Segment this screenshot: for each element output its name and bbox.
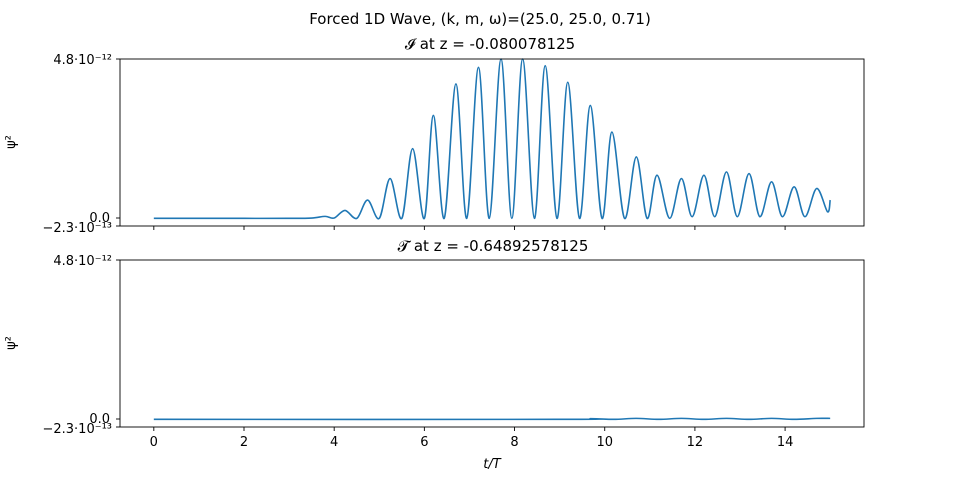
panel-bottom-title: 𝓣 at z = -0.64892578125 (398, 237, 589, 255)
panel-bottom: 𝓣 at z = -0.64892578125 ψ² 4.8·10⁻¹² 0.0… (4, 237, 865, 450)
panel-top-ytick-label-zero: 0.0 (89, 211, 110, 226)
x-tick-label-10: 10 (596, 435, 613, 450)
x-tick-label-12: 12 (687, 435, 704, 450)
figure-title: Forced 1D Wave, (k, m, ω)=(25.0, 25.0, 0… (309, 10, 651, 28)
panel-top: 𝓘 at z = -0.080078125 ψ² 4.8·10⁻¹² 0.0 −… (4, 35, 865, 236)
x-tick-label-14: 14 (777, 435, 794, 450)
x-tick-label-4: 4 (330, 435, 338, 450)
panel-top-axes-frame (119, 58, 865, 227)
panel-bottom-series-line (153, 417, 831, 421)
panel-bottom-ylabel: ψ² (4, 336, 19, 350)
x-tick-label-6: 6 (420, 435, 428, 450)
panel-top-title: 𝓘 at z = -0.080078125 (405, 35, 575, 53)
x-axis-label: t/T (483, 457, 501, 472)
panel-bottom-ytick-label-bottom: −2.3·10⁻¹³ (42, 422, 112, 437)
x-tick-label-8: 8 (510, 435, 518, 450)
panel-bottom-axes-frame (119, 259, 865, 428)
x-tick-label-2: 2 (240, 435, 248, 450)
panel-top-ylabel: ψ² (4, 135, 19, 149)
panel-bottom-ytick-label-top: 4.8·10⁻¹² (53, 254, 112, 269)
panel-top-ytick-label-top: 4.8·10⁻¹² (53, 53, 112, 68)
panel-top-series-line (153, 58, 831, 220)
panel-top-ytick-label-bottom: −2.3·10⁻¹³ (42, 221, 112, 236)
panel-top-xticks (153, 226, 786, 230)
panel-bottom-ytick-label-zero: 0.0 (89, 412, 110, 427)
x-tick-label-0: 0 (150, 435, 158, 450)
panel-bottom-xticks: 0 2 4 6 8 10 12 14 (150, 427, 794, 450)
